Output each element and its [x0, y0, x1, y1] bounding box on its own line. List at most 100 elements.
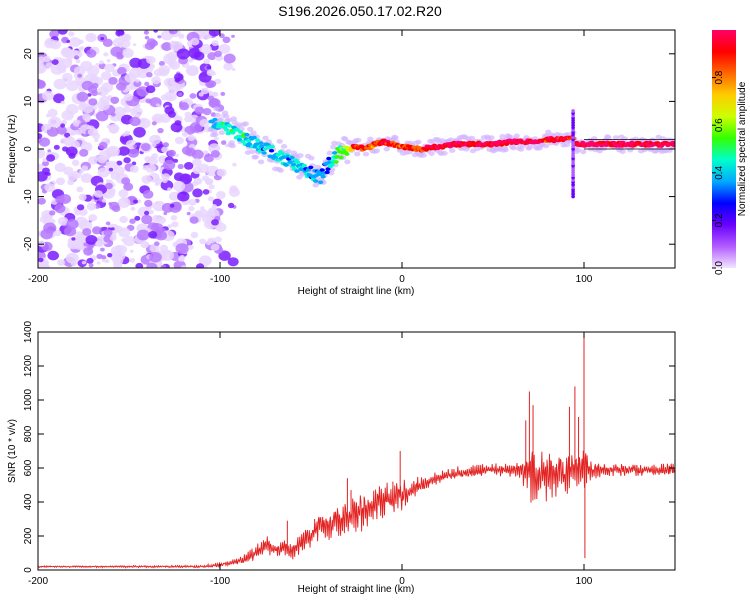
trace-halo: [250, 130, 257, 136]
noise-blob: [53, 93, 65, 104]
noise-blob: [57, 259, 66, 266]
noise-blob: [140, 120, 145, 124]
noise-blob: [108, 123, 120, 133]
noise-blob: [180, 265, 187, 268]
noise-blob: [153, 68, 163, 77]
noise-blob: [186, 211, 191, 216]
noise-blob: [205, 80, 215, 89]
y-tick-label: 600: [23, 459, 34, 476]
noise-blob: [70, 140, 80, 149]
noise-blob: [215, 222, 227, 232]
noise-blob: [157, 35, 162, 39]
trace-halo: [326, 150, 334, 156]
trace-halo: [330, 144, 337, 150]
noise-blob: [109, 235, 117, 242]
noise-blob: [141, 175, 152, 184]
y-tick-label: 200: [23, 527, 34, 544]
noise-blob: [193, 177, 203, 185]
noise-blob: [66, 219, 79, 230]
noise-blob: [157, 127, 164, 134]
noise-blob: [214, 236, 222, 243]
noise-blob: [100, 37, 105, 41]
noise-blob: [47, 250, 59, 261]
x-tick-label: 100: [576, 576, 593, 587]
noise-blob: [38, 197, 46, 205]
noise-blob: [216, 168, 227, 177]
noise-blob: [190, 231, 199, 239]
noise-blob: [146, 72, 153, 78]
noise-blob: [192, 188, 203, 198]
noise-blob: [155, 230, 168, 241]
noise-blob: [173, 181, 186, 192]
noise-blob: [170, 122, 183, 133]
trace-point: [244, 132, 250, 137]
trace-point: [237, 130, 243, 134]
noise-blob: [108, 77, 118, 85]
trace-halo: [229, 143, 236, 149]
noise-blob: [38, 148, 46, 159]
trace-point: [259, 144, 265, 149]
noise-blob: [63, 166, 74, 176]
trace-halo: [355, 137, 362, 143]
noise-blob: [133, 144, 138, 148]
noise-blob: [70, 260, 78, 267]
noise-blob: [228, 187, 240, 197]
noise-blob: [174, 77, 180, 83]
noise-blob: [207, 238, 213, 243]
noise-blob: [189, 216, 199, 224]
noise-blob: [175, 243, 189, 255]
noise-blob: [92, 226, 102, 235]
noise-blob: [167, 149, 176, 157]
trace-halo: [574, 147, 581, 153]
noise-blob: [54, 162, 66, 172]
noise-blob: [44, 183, 56, 192]
noise-blob: [48, 116, 62, 128]
trace-point: [295, 160, 301, 165]
trace-point: [308, 165, 314, 170]
trace-point: [324, 170, 330, 175]
noise-blob: [176, 48, 190, 60]
spectrogram-y-axis-label: Frequency (Hz): [7, 115, 18, 184]
noise-blob: [223, 53, 236, 64]
noise-blob: [178, 256, 185, 262]
trace-halo: [367, 136, 374, 142]
trace-halo: [328, 167, 336, 173]
trace-point: [246, 139, 252, 143]
trace-point: [269, 144, 275, 149]
trace-halo: [612, 135, 620, 141]
noise-blob: [133, 199, 139, 204]
trace-halo: [600, 146, 608, 151]
noise-blob: [185, 147, 196, 157]
noise-blob: [38, 133, 43, 139]
noise-blob: [57, 30, 68, 35]
noise-blob: [39, 68, 45, 73]
noise-blob: [71, 159, 80, 167]
trace-halo: [415, 139, 422, 145]
noise-blob: [154, 182, 160, 187]
trace-halo: [428, 151, 435, 156]
colorbar-tick-label: 0.4: [714, 165, 725, 179]
noise-blob: [110, 46, 123, 57]
noise-blob: [129, 257, 136, 263]
trace-halo: [344, 159, 351, 165]
trace-point: [212, 117, 218, 122]
noise-blob: [130, 206, 136, 211]
noise-blob: [159, 244, 168, 252]
trace-point: [283, 163, 289, 167]
trace-halo: [373, 148, 381, 154]
noise-blob: [184, 162, 194, 170]
noise-blob: [123, 106, 132, 113]
noise-blob: [136, 199, 142, 204]
x-tick-label: 100: [576, 274, 593, 285]
noise-blob: [78, 46, 84, 52]
noise-blob: [187, 134, 196, 142]
y-tick-label: -10: [23, 189, 34, 204]
noise-blob: [54, 203, 66, 214]
noise-blob: [96, 253, 103, 260]
noise-blob: [211, 40, 219, 47]
noise-blob: [207, 196, 214, 202]
noise-blob: [68, 152, 76, 159]
noise-blob: [177, 92, 183, 97]
noise-blob: [160, 264, 167, 268]
noise-blob: [116, 42, 124, 48]
